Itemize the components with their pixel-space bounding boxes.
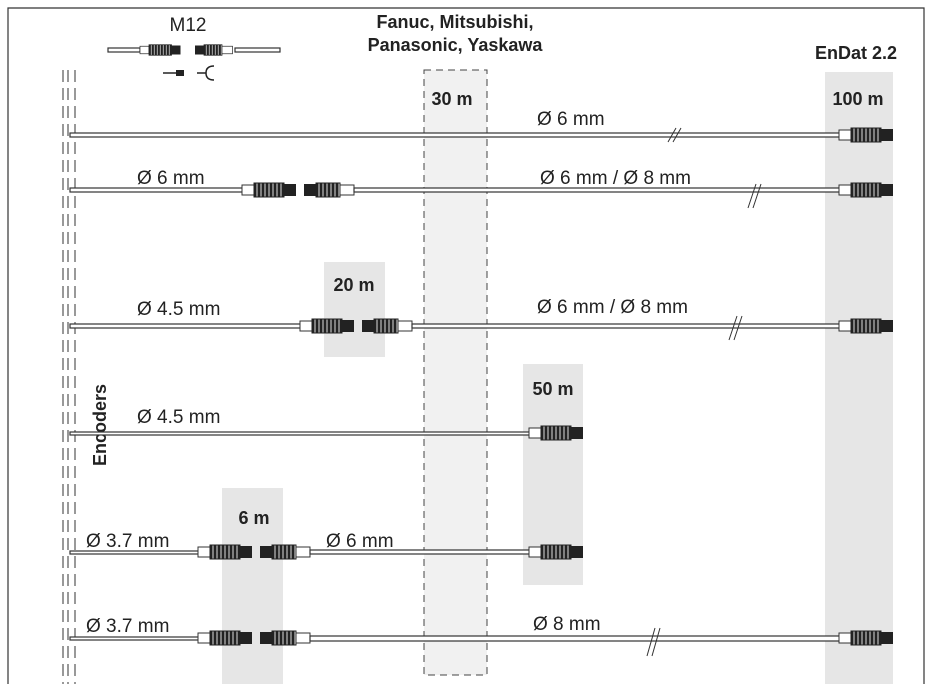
cable-label: Ø 4.5 mm — [137, 299, 220, 320]
frame — [7, 7, 925, 684]
connector-title: M12 — [170, 15, 207, 36]
side-label: Encoders — [90, 384, 110, 466]
zone-20m — [324, 262, 385, 357]
cable-row: Ø 3.7 mm Ø 6 mm — [69, 531, 584, 560]
cable-label: Ø 6 mm — [326, 531, 394, 552]
cable-row: Ø 6 mm — [69, 109, 894, 143]
cable-label: Ø 6 mm / Ø 8 mm — [540, 168, 691, 189]
cable-label: Ø 6 mm / Ø 8 mm — [537, 297, 688, 318]
group-title: Fanuc, Mitsubishi, — [376, 12, 533, 32]
encoder-lines — [62, 70, 76, 684]
m12-icon — [107, 44, 281, 81]
cable-row: Ø 6 mm Ø 6 mm / Ø 8 mm — [69, 168, 894, 209]
zone-label: 30 m — [431, 89, 472, 109]
cable-label: Ø 3.7 mm — [86, 616, 169, 637]
group-title: Panasonic, Yaskawa — [368, 35, 544, 55]
cable-label: Ø 4.5 mm — [137, 407, 220, 428]
zone-6m — [222, 488, 283, 684]
cable-label: Ø 6 mm — [537, 109, 605, 130]
zone-30m — [423, 69, 488, 676]
zone-label: 50 m — [532, 379, 573, 399]
zone-label: 6 m — [238, 508, 269, 528]
cable-row: Ø 3.7 mm Ø 8 mm — [69, 614, 894, 657]
endat-title: EnDat 2.2 — [815, 43, 897, 63]
zone-label: 100 m — [832, 89, 883, 109]
cable-label: Ø 8 mm — [533, 614, 601, 635]
zone-label: 20 m — [333, 275, 374, 295]
cable-row: Ø 4.5 mm Ø 6 mm / Ø 8 mm — [69, 297, 894, 341]
cable-label: Ø 6 mm — [137, 168, 205, 189]
zone-100m — [825, 72, 893, 684]
cable-label: Ø 3.7 mm — [86, 531, 169, 552]
cable-row: Ø 4.5 mm — [69, 407, 584, 441]
